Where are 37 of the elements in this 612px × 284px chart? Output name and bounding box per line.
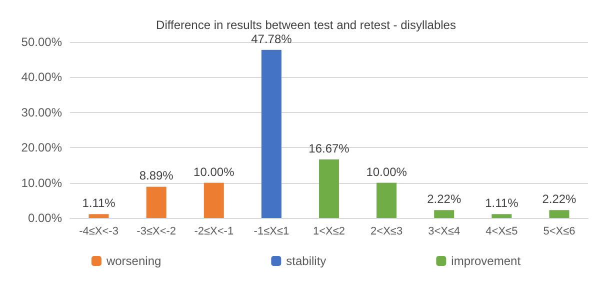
bar: [376, 182, 397, 218]
y-tick-label: 20.00%: [21, 140, 62, 155]
data-label: 1.11%: [485, 196, 519, 210]
bar: [261, 50, 282, 218]
x-tick-label: 1<X≤2: [312, 226, 346, 238]
x-tick-label: 5<X≤6: [543, 226, 576, 238]
bar: [492, 214, 512, 218]
legend-label: stability: [286, 254, 326, 268]
y-tick-label: 0.00%: [28, 211, 62, 225]
x-tick-label: 4<X≤5: [486, 226, 518, 238]
data-label: 1.11%: [82, 196, 116, 210]
bar: [434, 210, 454, 218]
data-label: 2.22%: [427, 192, 462, 206]
data-label: 2.22%: [542, 192, 577, 206]
chart-title: Difference in results between test and retest - disyllables: [156, 18, 456, 32]
bar: [88, 214, 109, 218]
data-label: 8.89%: [139, 168, 174, 183]
bar: [204, 182, 224, 218]
y-tick-label: 10.00%: [21, 176, 62, 190]
data-label: 10.00%: [194, 164, 235, 179]
bar: [319, 159, 339, 218]
y-tick-label: 30.00%: [21, 105, 62, 120]
legend-label: improvement: [451, 254, 522, 268]
x-tick-label: 2<X≤3: [370, 226, 403, 238]
x-tick-label: -3≤X<-2: [136, 226, 176, 238]
x-tick-label: -1≤X≤1: [254, 226, 290, 238]
bar: [549, 210, 570, 218]
bar: [146, 186, 166, 218]
y-tick-label: 40.00%: [21, 70, 62, 84]
data-label: 16.67%: [308, 141, 350, 156]
x-tick-label: 3<X≤4: [428, 226, 460, 238]
legend-label: worsening: [105, 254, 162, 268]
y-tick-label: 50.00%: [21, 35, 62, 49]
data-label: 10.00%: [366, 164, 408, 179]
x-tick-label: -2≤X<-1: [194, 226, 234, 238]
x-tick-label: -4≤X<-3: [79, 226, 118, 238]
data-label: 47.78%: [251, 32, 292, 46]
